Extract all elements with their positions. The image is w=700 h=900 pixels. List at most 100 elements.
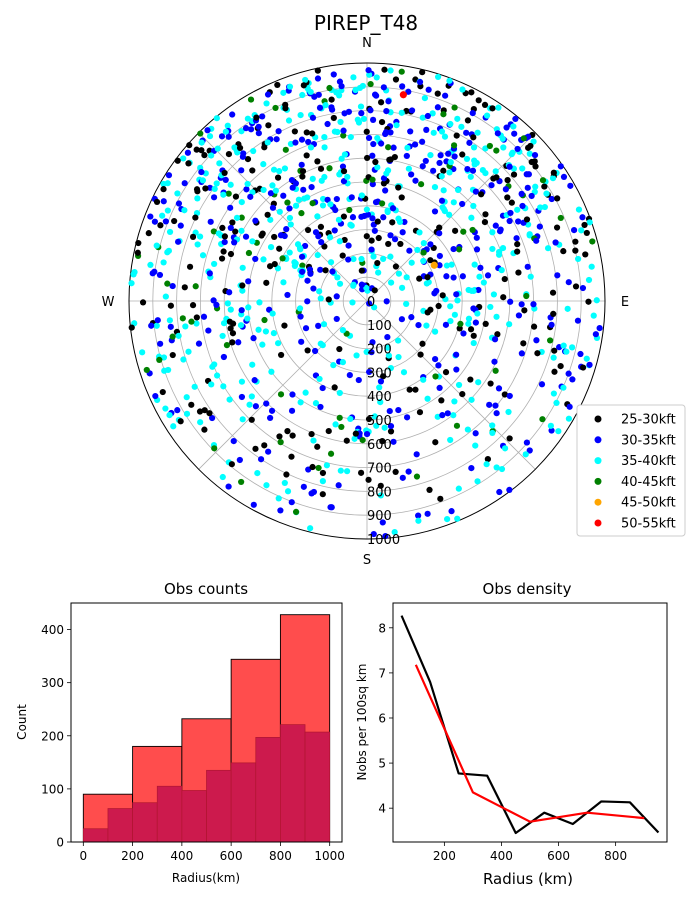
polar-point-35-40kft — [487, 303, 494, 311]
polar-point-35-40kft — [396, 218, 404, 226]
polar-point-30-35kft — [518, 301, 525, 308]
polar-point-35-40kft — [239, 416, 246, 423]
polar-point-40-45kft — [557, 214, 564, 222]
polar-point-25-30kft — [453, 132, 460, 139]
polar-point-25-30kft — [395, 184, 402, 191]
polar-point-35-40kft — [347, 133, 354, 141]
polar-point-35-40kft — [387, 364, 395, 372]
polar-point-35-40kft — [286, 83, 294, 90]
polar-point-35-40kft — [464, 426, 471, 433]
polar-point-40-45kft — [457, 320, 464, 328]
polar-point-30-35kft — [468, 464, 475, 472]
polar-point-35-40kft — [219, 332, 226, 340]
polar-point-30-35kft — [230, 438, 237, 445]
polar-point-35-40kft — [560, 342, 567, 349]
polar-point-35-40kft — [165, 366, 172, 374]
polar-point-35-40kft — [483, 112, 491, 119]
polar-point-35-40kft — [366, 71, 373, 78]
polar-point-30-35kft — [511, 130, 518, 137]
polar-point-30-35kft — [368, 246, 375, 253]
polar-point-30-35kft — [548, 321, 555, 328]
polar-point-35-40kft — [268, 368, 275, 375]
polar-point-25-30kft — [193, 146, 200, 153]
polar-point-30-35kft — [438, 197, 446, 204]
polar-point-35-40kft — [153, 242, 160, 249]
polar-point-35-40kft — [244, 180, 251, 188]
polar-point-25-30kft — [494, 331, 501, 338]
polar-point-35-40kft — [447, 317, 454, 325]
polar-point-35-40kft — [174, 190, 181, 197]
polar-point-25-30kft — [385, 240, 392, 248]
density-ytick-label: 7 — [378, 666, 386, 680]
polar-point-35-40kft — [560, 384, 567, 391]
polar-point-30-35kft — [494, 130, 501, 137]
polar-point-30-35kft — [460, 330, 467, 337]
polar-point-35-40kft — [199, 177, 207, 184]
polar-point-35-40kft — [276, 208, 283, 215]
polar-point-35-40kft — [434, 73, 442, 80]
polar-point-35-40kft — [231, 144, 238, 151]
polar-point-30-35kft — [443, 273, 450, 280]
polar-point-35-40kft — [199, 252, 207, 259]
polar-point-30-35kft — [288, 499, 295, 506]
polar-point-35-40kft — [459, 86, 466, 93]
polar-point-35-40kft — [219, 473, 226, 481]
polar-point-35-40kft — [463, 155, 471, 163]
polar-point-30-35kft — [238, 393, 246, 401]
polar-point-25-30kft — [253, 114, 260, 121]
polar-point-25-30kft — [504, 177, 511, 184]
polar-point-30-35kft — [333, 195, 340, 203]
polar-point-35-40kft — [238, 198, 245, 206]
polar-point-25-30kft — [271, 261, 278, 268]
polar-point-25-30kft — [478, 191, 485, 198]
polar-point-30-35kft — [382, 187, 389, 194]
polar-point-25-30kft — [374, 218, 381, 225]
polar-point-30-35kft — [333, 315, 340, 323]
polar-point-35-40kft — [213, 115, 220, 122]
polar-point-25-30kft — [550, 310, 557, 317]
polar-point-25-30kft — [416, 275, 423, 282]
polar-point-25-30kft — [412, 386, 419, 393]
polar-point-40-45kft — [378, 200, 386, 207]
polar-point-25-30kft — [282, 101, 289, 108]
polar-point-25-30kft — [554, 195, 561, 202]
polar-point-35-40kft — [359, 82, 366, 90]
polar-point-35-40kft — [446, 169, 453, 176]
polar-point-35-40kft — [439, 204, 446, 211]
polar-point-50-55kft — [399, 91, 407, 99]
polar-point-30-35kft — [297, 313, 304, 320]
polar-ring-gridline — [271, 205, 463, 397]
polar-point-30-35kft — [147, 213, 154, 220]
polar-point-30-35kft — [565, 279, 572, 286]
polar-point-25-30kft — [506, 435, 513, 442]
polar-point-35-40kft — [197, 419, 204, 426]
polar-point-30-35kft — [370, 140, 377, 148]
polar-point-35-40kft — [498, 267, 505, 274]
polar-point-30-35kft — [213, 301, 220, 309]
polar-point-30-35kft — [507, 209, 514, 217]
polar-point-25-30kft — [227, 250, 235, 258]
polar-point-35-40kft — [259, 341, 266, 348]
polar-point-35-40kft — [454, 115, 461, 122]
polar-point-25-30kft — [378, 118, 386, 126]
polar-point-35-40kft — [373, 422, 380, 429]
polar-point-30-35kft — [298, 136, 306, 143]
hist-plot-area — [82, 614, 331, 843]
polar-point-30-35kft — [236, 456, 243, 464]
polar-point-25-30kft — [572, 247, 579, 254]
polar-point-35-40kft — [255, 326, 262, 333]
polar-point-30-35kft — [250, 501, 257, 508]
polar-point-30-35kft — [538, 381, 546, 388]
polar-point-25-30kft — [226, 318, 233, 325]
polar-point-30-35kft — [477, 264, 484, 271]
polar-point-25-30kft — [304, 226, 312, 234]
polar-point-25-30kft — [467, 326, 475, 333]
polar-point-35-40kft — [334, 274, 341, 281]
polar-point-35-40kft — [544, 245, 552, 252]
polar-point-30-35kft — [515, 312, 523, 319]
polar-point-35-40kft — [375, 269, 382, 276]
polar-point-25-30kft — [174, 157, 181, 164]
polar-point-30-35kft — [235, 339, 242, 346]
polar-point-25-30kft — [392, 76, 400, 83]
polar-point-35-40kft — [245, 304, 252, 311]
